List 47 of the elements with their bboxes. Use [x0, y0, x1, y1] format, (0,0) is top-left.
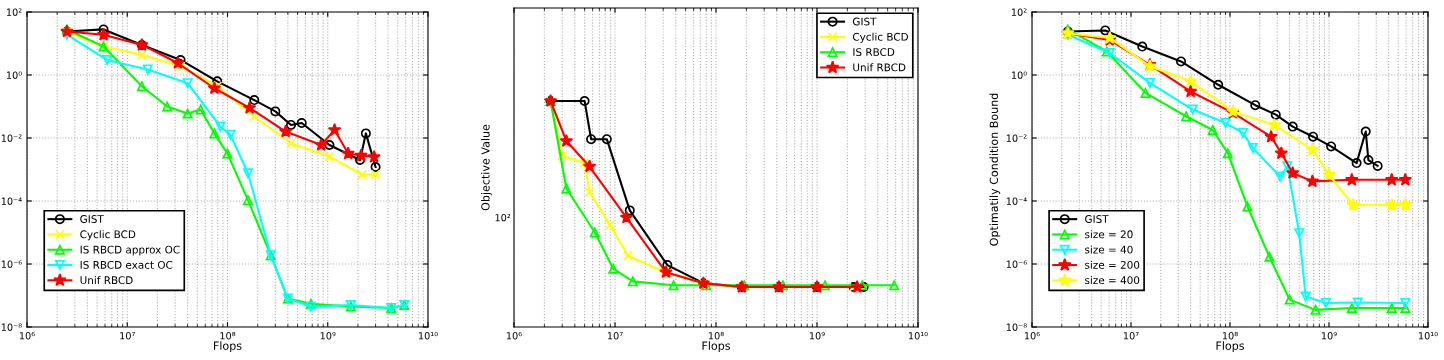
y-tick-label: 10⁰: [1011, 71, 1027, 79]
y-axis-title: Objective Value: [481, 124, 492, 211]
legend-label: IS RBCD: [853, 48, 895, 57]
legend-label: Unif RBCD: [853, 63, 906, 72]
y-tick-label: 10⁻⁴: [1, 197, 22, 205]
legend-label: size = 200: [1085, 260, 1140, 269]
x-axis-title: Flops: [1216, 341, 1245, 353]
x-tick-label: 10⁶: [1024, 332, 1040, 340]
legend-label: IS RBCD exact OC: [80, 260, 173, 269]
x-tick-label: 10⁸: [708, 332, 724, 340]
y-tick-label: 10⁻⁸: [1006, 323, 1027, 331]
x-tick-label: 10⁶: [506, 332, 522, 340]
x-tick-label: 10⁶: [19, 332, 35, 340]
x-tick-label: 10⁹: [809, 332, 825, 340]
x-tick-label: 10⁸: [1222, 332, 1238, 340]
x-tick-label: 10⁷: [607, 332, 623, 340]
y-tick-label: 10⁻⁴: [1006, 197, 1027, 205]
legend-label: Unif RBCD: [80, 276, 133, 285]
legend-label: Cyclic BCD: [852, 32, 909, 43]
y-axis-title: Optimatily Condition Bound: [989, 93, 1001, 246]
x-axis-title: Flops: [702, 341, 731, 353]
legend-label: size = 400: [1085, 276, 1140, 285]
legend-label: GIST: [1085, 215, 1109, 223]
y-tick-label: 10²: [6, 8, 22, 16]
legend-label: Cyclic BCD: [80, 230, 136, 241]
x-axis-title: Flops: [214, 341, 242, 353]
legend-label: IS RBCD approx OC: [80, 245, 180, 256]
y-tick-label: 10⁻⁶: [1, 260, 22, 268]
x-tick-label: 10¹⁰: [1418, 332, 1438, 340]
legend-label: size = 40: [1085, 245, 1133, 254]
x-tick-label: 10¹⁰: [908, 332, 928, 340]
x-tick-label: 10⁸: [220, 332, 236, 340]
y-tick-label: 10²: [1011, 8, 1027, 16]
x-tick-label: 10⁷: [120, 332, 135, 340]
y-tick-label: 10⁻²: [1, 134, 22, 142]
x-tick-label: 10⁷: [1123, 332, 1139, 340]
y-tick-label: 10⁻⁶: [1006, 260, 1027, 268]
x-tick-label: 10⁹: [1321, 332, 1337, 340]
y-tick-label: 10⁻²: [1006, 134, 1027, 142]
text: 10²: [495, 214, 511, 222]
legend-label: GIST: [852, 17, 877, 26]
x-tick-label: 10¹⁰: [418, 332, 438, 340]
legend-label: GIST: [80, 215, 104, 223]
legend-label: size = 20: [1085, 230, 1133, 239]
x-tick-label: 10⁹: [320, 332, 336, 340]
y-tick-label: 10⁰: [6, 71, 22, 79]
y-tick-label: 10⁻⁸: [1, 323, 22, 331]
